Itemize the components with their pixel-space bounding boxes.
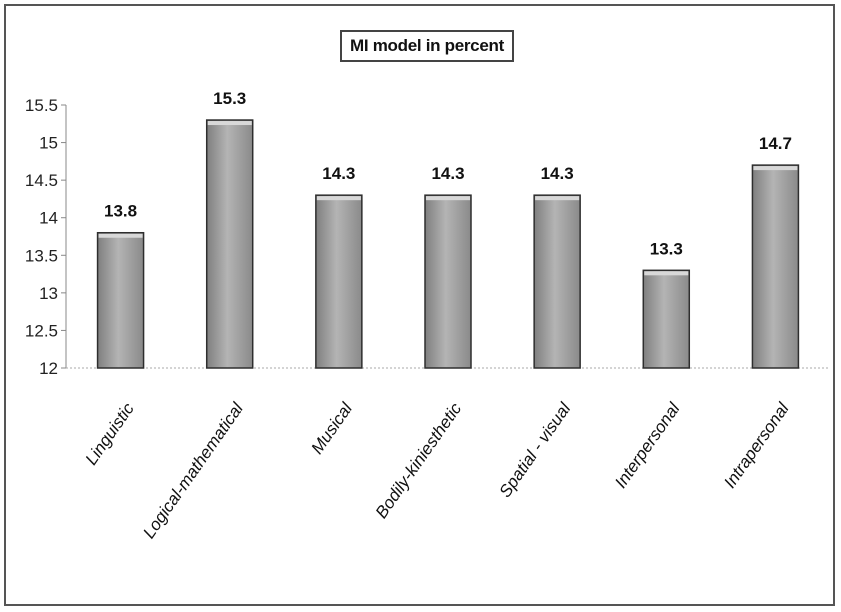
y-tick-label: 15.5 (25, 96, 58, 115)
bar (424, 194, 472, 369)
bar-highlight (644, 271, 689, 276)
y-tick-label: 14.5 (25, 171, 58, 190)
y-axis: 12 12.5 13 13.5 14 14.5 15 15.5 (25, 96, 830, 378)
bars (96, 119, 800, 369)
y-tick-label: 13.5 (25, 246, 58, 265)
bar-highlight (753, 166, 798, 171)
data-label: 14.3 (322, 164, 355, 183)
bar-highlight (316, 196, 361, 201)
bar (751, 164, 800, 369)
bar-highlight (207, 121, 252, 126)
category-label: Spatial - visual (495, 398, 575, 500)
bar-highlight (535, 196, 580, 201)
category-labels: Linguistic Logical-mathematical Musical Bod… (82, 398, 794, 541)
bar (642, 269, 691, 369)
y-tick-label: 15 (39, 134, 58, 153)
data-label: 14.3 (541, 164, 574, 183)
chart-title: MI model in percent (340, 30, 514, 62)
category-label: Musical (308, 398, 357, 457)
bar-highlight (98, 233, 143, 238)
data-labels: 13.8 15.3 14.3 14.3 14.3 13.3 14.7 (104, 89, 792, 258)
data-label: 14.3 (431, 164, 464, 183)
y-tick-label: 14 (39, 209, 58, 228)
data-label: 13.8 (104, 202, 137, 221)
y-tick-label: 12 (39, 359, 58, 378)
category-label: Linguistic (82, 399, 139, 468)
data-label: 14.7 (759, 134, 792, 153)
bar (205, 119, 254, 369)
category-label: Intrapersonal (720, 398, 793, 491)
category-label: Interpersonal (611, 398, 684, 491)
y-tick-label: 12.5 (25, 321, 58, 340)
bar (533, 194, 581, 369)
bar (96, 231, 145, 369)
bar (315, 194, 363, 369)
y-tick-label: 13 (39, 284, 58, 303)
bar-highlight (426, 196, 470, 201)
data-label: 13.3 (650, 239, 683, 258)
category-label: Bodily-kiniesthetic (372, 399, 466, 522)
category-label: Logical-mathematical (139, 398, 247, 541)
data-label: 15.3 (213, 89, 246, 108)
